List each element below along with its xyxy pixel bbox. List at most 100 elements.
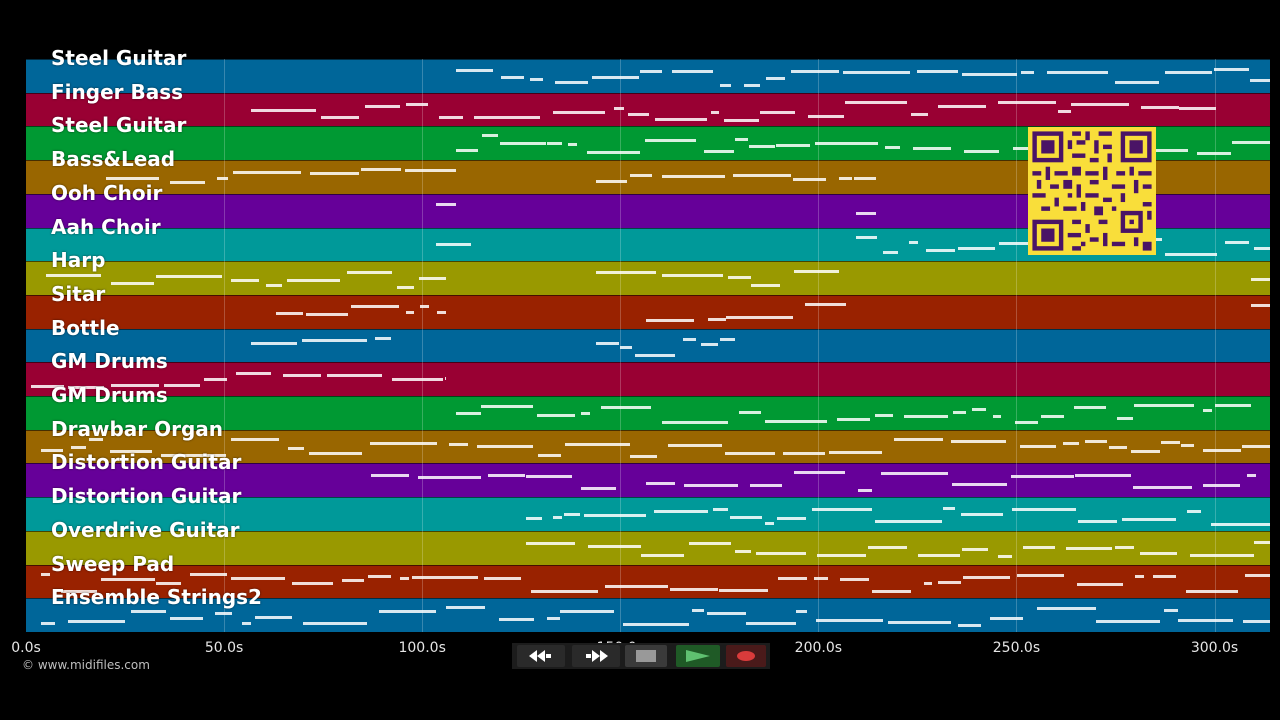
- midi-note: [875, 519, 942, 523]
- midi-note: [130, 610, 167, 614]
- midi-note: [735, 137, 749, 141]
- midi-note: [1114, 80, 1159, 84]
- midi-note: [957, 246, 996, 250]
- midi-note: [604, 585, 668, 589]
- midi-note: [1078, 519, 1117, 523]
- midi-note: [537, 454, 561, 458]
- midi-note: [811, 507, 873, 511]
- midi-note: [1047, 71, 1109, 75]
- record-icon: [736, 650, 756, 662]
- stop-button[interactable]: [625, 645, 667, 667]
- midi-note: [704, 150, 735, 154]
- track-label: Finger Bass: [51, 79, 184, 104]
- midi-note: [320, 115, 359, 119]
- midi-note: [993, 415, 1002, 419]
- midi-note: [1251, 277, 1270, 281]
- qr-code-icon: [1028, 127, 1156, 255]
- midi-note: [555, 81, 588, 85]
- midi-note: [1232, 141, 1270, 145]
- midi-note: [751, 283, 781, 287]
- midi-note: [379, 610, 436, 614]
- midi-note: [231, 576, 286, 580]
- copyright-text: © www.midifiles.com: [22, 658, 150, 672]
- midi-note: [190, 573, 228, 577]
- midi-note: [718, 588, 768, 592]
- fast-forward-button[interactable]: [572, 645, 620, 667]
- midi-note: [1196, 151, 1232, 155]
- midi-note: [251, 341, 297, 345]
- midi-note: [1134, 574, 1145, 578]
- midi-note: [775, 144, 811, 148]
- transport-controls: [512, 643, 770, 669]
- midi-note: [251, 108, 317, 112]
- track-label: GM Drums: [51, 383, 168, 407]
- midi-note: [796, 609, 808, 613]
- midi-note: [564, 443, 630, 447]
- midi-note: [744, 84, 760, 88]
- midi-note: [654, 117, 707, 121]
- midi-note: [923, 582, 932, 586]
- midi-note: [276, 312, 303, 316]
- midi-note: [1163, 609, 1179, 613]
- midi-note: [836, 418, 870, 422]
- midi-note: [302, 339, 367, 343]
- midi-note: [412, 575, 479, 579]
- track-label: Distortion Guitar: [51, 484, 242, 509]
- rewind-icon: [527, 649, 555, 663]
- midi-note: [710, 111, 720, 115]
- midi-note: [1165, 252, 1217, 256]
- midi-note: [391, 378, 444, 382]
- midi-note: [868, 546, 907, 550]
- midi-note: [828, 451, 882, 455]
- midi-note: [794, 471, 845, 475]
- midi-note: [1178, 618, 1233, 622]
- midi-note: [436, 202, 456, 206]
- midi-note: [629, 455, 657, 459]
- midi-note: [1075, 473, 1132, 477]
- midi-note: [601, 405, 652, 409]
- midi-note: [287, 278, 340, 282]
- track-lane: [26, 294, 1270, 330]
- midi-note: [1058, 110, 1071, 114]
- midi-note: [688, 541, 731, 545]
- midi-note: [640, 69, 663, 73]
- track-lane: [26, 59, 1270, 94]
- midi-note: [500, 141, 546, 145]
- midi-note: [169, 181, 205, 185]
- play-button[interactable]: [676, 645, 720, 667]
- midi-note: [916, 69, 958, 73]
- midi-note: [951, 483, 1007, 487]
- midi-note: [537, 413, 575, 417]
- midi-note: [1185, 589, 1239, 593]
- midi-note: [587, 151, 640, 155]
- midi-note: [1203, 483, 1240, 487]
- midi-note: [805, 303, 846, 307]
- midi-note: [399, 577, 410, 581]
- midi-note: [733, 174, 791, 178]
- midi-note: [815, 141, 878, 145]
- midi-note: [938, 104, 986, 108]
- midi-note: [962, 575, 1011, 579]
- midi-note: [456, 412, 482, 416]
- midi-note: [360, 168, 401, 172]
- midi-note: [960, 512, 1004, 516]
- midi-note: [1131, 450, 1160, 454]
- midi-note: [972, 408, 986, 412]
- midi-note: [169, 617, 204, 621]
- midi-note: [283, 374, 322, 378]
- midi-note: [791, 70, 840, 74]
- track-lane: [26, 362, 1270, 397]
- midi-note: [1211, 522, 1270, 526]
- midi-note: [60, 589, 98, 593]
- time-gridline: [818, 59, 820, 632]
- record-button[interactable]: [726, 645, 766, 667]
- midi-note: [951, 439, 1007, 443]
- midi-note: [308, 451, 363, 455]
- midi-note: [1012, 508, 1076, 512]
- midi-note: [1179, 107, 1216, 111]
- midi-note: [449, 443, 468, 447]
- rewind-button[interactable]: [517, 645, 565, 667]
- midi-note: [692, 608, 705, 612]
- track-label: Steel Guitar: [51, 113, 187, 138]
- midi-note: [1062, 442, 1080, 446]
